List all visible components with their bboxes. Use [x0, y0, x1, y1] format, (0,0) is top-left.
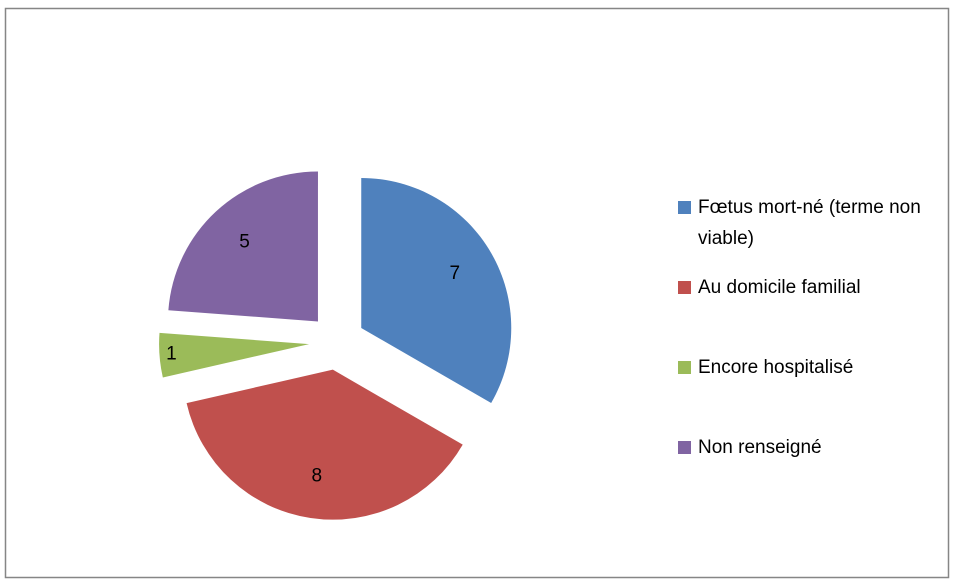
data-label: 8: [311, 465, 322, 486]
legend-swatch: [678, 361, 691, 374]
legend-item: Encore hospitalisé: [678, 352, 950, 432]
legend-swatch: [678, 281, 691, 294]
legend-label: Encore hospitalisé: [698, 357, 854, 378]
pie-slice: [159, 332, 310, 378]
data-label: 5: [239, 231, 250, 252]
legend-label: Fœtus mort-né (terme non viable): [698, 197, 921, 249]
legend-item: Au domicile familial: [678, 272, 950, 352]
legend: Fœtus mort-né (terme non viable) Au domic…: [678, 192, 948, 512]
legend-item: Fœtus mort-né (terme non viable): [678, 192, 950, 272]
legend-label: Non renseigné: [698, 437, 822, 458]
pie-slice: [186, 369, 463, 520]
data-label: 1: [166, 343, 177, 364]
legend-label: Au domicile familial: [698, 277, 861, 298]
legend-swatch: [678, 201, 691, 214]
pie-slice: [168, 171, 318, 322]
data-label: 7: [449, 263, 460, 284]
pie-slice: [361, 178, 512, 403]
legend-item: Non renseigné: [678, 432, 950, 512]
legend-swatch: [678, 441, 691, 454]
